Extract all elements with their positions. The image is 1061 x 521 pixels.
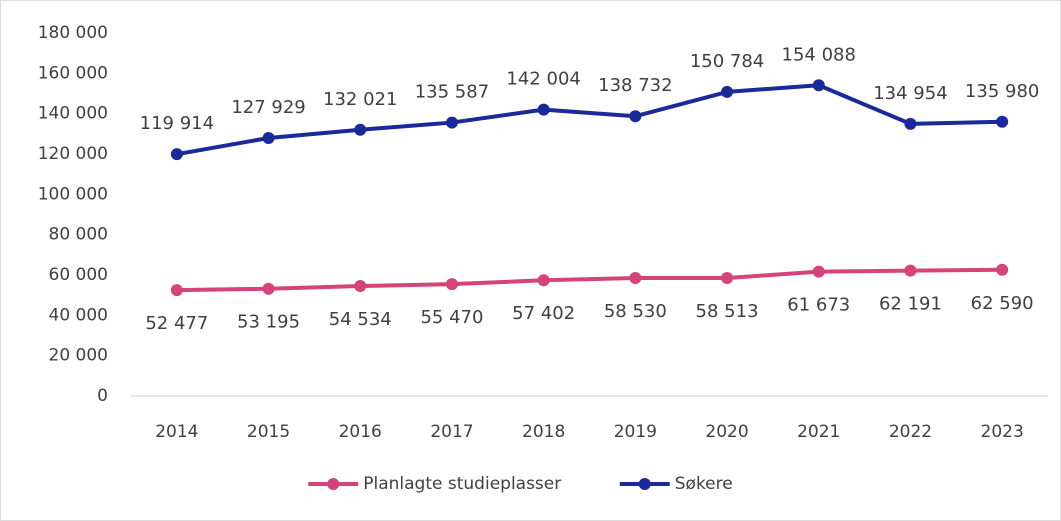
series-line xyxy=(176,83,1003,157)
x-tick-label: 2019 xyxy=(614,422,657,442)
data-label: 61 673 xyxy=(787,295,850,316)
point-marker xyxy=(996,263,1009,276)
point-marker xyxy=(721,85,734,98)
y-tick-label: 180 000 xyxy=(38,23,108,43)
x-tick-label: 2018 xyxy=(522,422,565,442)
point-marker xyxy=(721,271,734,284)
point-marker xyxy=(262,132,275,145)
data-label: 53 195 xyxy=(237,312,300,333)
data-label: 62 590 xyxy=(971,293,1034,314)
data-label: 142 004 xyxy=(506,69,580,90)
point-marker xyxy=(904,264,917,277)
data-label: 150 784 xyxy=(690,51,764,72)
x-tick-label: 2014 xyxy=(155,422,198,442)
data-label: 58 513 xyxy=(696,301,759,322)
y-tick-label: 40 000 xyxy=(49,305,108,325)
point-marker xyxy=(170,284,183,297)
point-marker xyxy=(262,282,275,295)
y-tick-label: 140 000 xyxy=(38,104,108,124)
data-label: 127 929 xyxy=(231,97,305,118)
data-label: 58 530 xyxy=(604,301,667,322)
x-tick-label: 2021 xyxy=(797,422,840,442)
data-label: 135 980 xyxy=(965,81,1039,102)
x-tick-label: 2016 xyxy=(339,422,382,442)
x-tick-label: 2023 xyxy=(981,422,1024,442)
point-marker xyxy=(537,274,550,287)
x-tick-label: 2020 xyxy=(705,422,748,442)
point-marker xyxy=(170,148,183,161)
point-marker xyxy=(996,115,1009,128)
legend-marker xyxy=(638,478,651,490)
data-label: 134 954 xyxy=(873,83,947,104)
data-label: 138 732 xyxy=(598,75,672,96)
point-marker xyxy=(629,271,642,284)
legend-marker xyxy=(327,478,340,490)
point-marker xyxy=(537,103,550,116)
data-label: 55 470 xyxy=(420,307,483,328)
point-marker xyxy=(812,79,825,92)
y-tick-label: 120 000 xyxy=(38,144,108,164)
data-label: 57 402 xyxy=(512,303,575,324)
data-label: 54 534 xyxy=(329,309,392,330)
legend-label: Søkere xyxy=(675,474,733,494)
data-label: 52 477 xyxy=(145,313,208,334)
point-marker xyxy=(904,117,917,130)
point-marker xyxy=(354,280,367,293)
data-label: 154 088 xyxy=(782,44,856,65)
legend-label: Planlagte studieplasser xyxy=(363,474,561,494)
point-marker xyxy=(445,116,458,129)
y-tick-label: 0 xyxy=(97,386,108,406)
data-label: 62 191 xyxy=(879,294,942,315)
y-tick-label: 20 000 xyxy=(49,346,108,366)
series-line xyxy=(176,267,1003,293)
data-label: 135 587 xyxy=(415,82,489,103)
y-tick-label: 160 000 xyxy=(38,63,108,83)
point-marker xyxy=(629,110,642,123)
y-tick-label: 60 000 xyxy=(49,265,108,285)
point-marker xyxy=(445,278,458,291)
point-marker xyxy=(812,265,825,278)
x-tick-label: 2017 xyxy=(430,422,473,442)
data-label: 132 021 xyxy=(323,89,397,110)
y-tick-label: 100 000 xyxy=(38,184,108,204)
y-tick-label: 80 000 xyxy=(49,225,108,245)
point-marker xyxy=(354,123,367,136)
x-tick-label: 2015 xyxy=(247,422,290,442)
data-label: 119 914 xyxy=(140,113,214,134)
x-tick-label: 2022 xyxy=(889,422,932,442)
